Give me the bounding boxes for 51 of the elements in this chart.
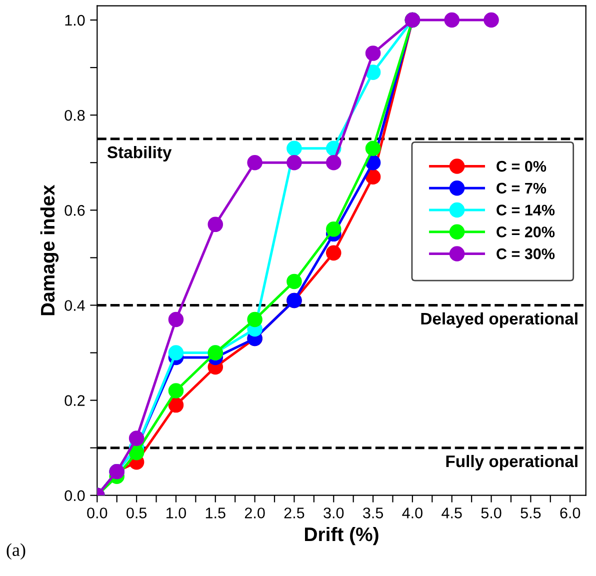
y-tick-label: 0.8: [64, 110, 85, 121]
x-tick-label: 4.0: [402, 508, 422, 518]
point: [168, 312, 184, 328]
point: [247, 312, 262, 328]
x-tick-label: 0.0: [87, 508, 108, 518]
point: [208, 216, 224, 232]
legend-label: C = 20%: [496, 226, 555, 238]
ref-line-label: Stability: [107, 146, 172, 162]
y-tick-label: 0.0: [64, 490, 85, 502]
point: [168, 397, 184, 413]
ref-line-label: Fully operational: [446, 454, 578, 470]
legend-label: C = 14%: [496, 204, 555, 216]
x-axis-title: Drift (%): [305, 526, 378, 546]
point: [286, 274, 302, 290]
x-tick-label: 3.5: [363, 508, 384, 518]
legend-label: C = 30%: [496, 248, 555, 260]
x-tick-label: 5.5: [520, 508, 541, 518]
y-tick-label: 0.4: [64, 300, 85, 311]
ref-line-label: Delayed operational: [421, 312, 578, 328]
point: [444, 12, 460, 28]
point: [326, 222, 342, 237]
x-tick-label: 0.5: [126, 508, 147, 518]
y-tick-label: 1.0: [65, 14, 85, 26]
x-tick-label: 3.0: [324, 508, 344, 518]
point: [326, 154, 342, 170]
x-tick-label: 2.5: [284, 508, 304, 518]
point: [168, 345, 184, 360]
x-tick-label: 2.0: [244, 508, 265, 518]
point: [365, 64, 381, 80]
point: [168, 383, 184, 398]
point: [247, 154, 262, 170]
point: [365, 140, 381, 156]
x-tick-label: 5.0: [481, 508, 502, 518]
x-tick-label: 6.0: [560, 508, 580, 518]
y-tick-label: 0.2: [64, 395, 85, 406]
point: [128, 430, 144, 446]
point: [326, 245, 342, 261]
point: [286, 140, 302, 156]
point: [365, 169, 381, 185]
point: [286, 154, 302, 170]
x-tick-label: 4.5: [442, 508, 462, 518]
x-tick-label: 1.5: [206, 508, 226, 518]
point: [484, 12, 499, 28]
y-axis-title: Damage index: [40, 184, 59, 316]
legend-label: C = 0%: [496, 160, 546, 172]
point: [365, 46, 381, 61]
legend-label: C = 7%: [496, 182, 546, 194]
text: (a): [6, 543, 26, 560]
point: [128, 444, 144, 460]
y-tick-label: 0.6: [64, 205, 85, 216]
x-tick-label: 1.0: [166, 508, 186, 518]
